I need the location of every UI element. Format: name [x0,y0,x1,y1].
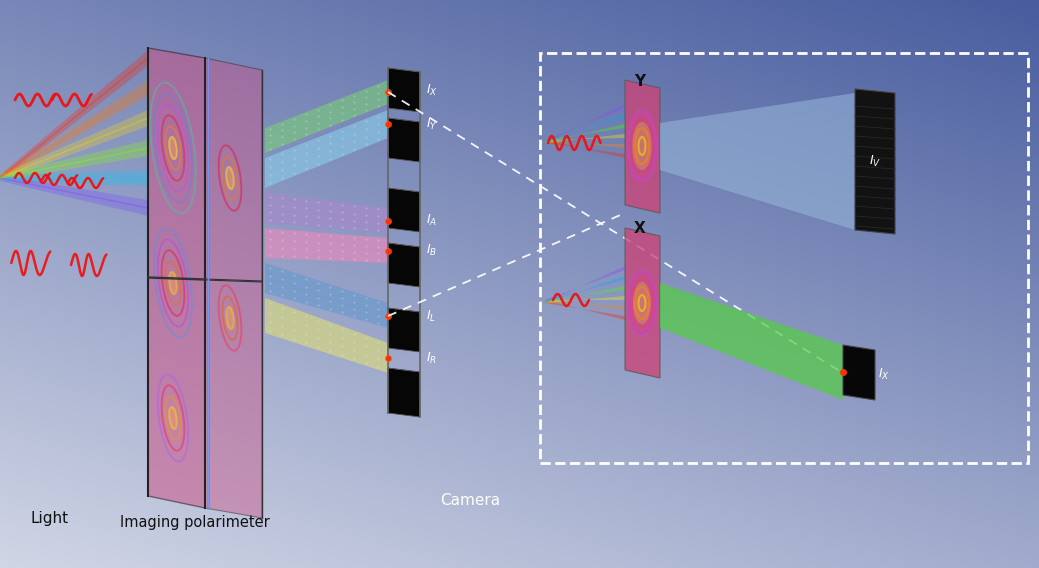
Ellipse shape [227,306,234,330]
Text: $I_Y$: $I_Y$ [426,116,437,132]
Text: $I_V$: $I_V$ [869,153,881,169]
Text: X: X [634,221,646,236]
Polygon shape [625,80,660,213]
Polygon shape [388,308,420,352]
Ellipse shape [227,166,234,190]
Polygon shape [388,368,420,417]
Polygon shape [545,276,625,303]
Polygon shape [545,140,625,158]
Ellipse shape [169,271,177,295]
Polygon shape [545,266,625,303]
Polygon shape [545,296,625,303]
Text: $I_X$: $I_X$ [878,366,889,382]
Polygon shape [660,93,855,230]
Polygon shape [0,80,148,181]
Polygon shape [545,104,625,143]
Polygon shape [265,298,388,373]
Ellipse shape [169,136,177,160]
Polygon shape [265,228,388,263]
Polygon shape [388,68,420,112]
Polygon shape [265,110,388,188]
Text: $I_R$: $I_R$ [426,350,437,366]
Ellipse shape [169,406,177,430]
Polygon shape [265,193,388,233]
Polygon shape [388,118,420,162]
Text: Camera: Camera [439,493,500,508]
Text: $I_B$: $I_B$ [426,243,437,257]
Polygon shape [855,89,895,234]
Polygon shape [843,345,875,400]
Polygon shape [205,58,262,518]
Polygon shape [625,228,660,378]
Polygon shape [545,114,625,143]
Ellipse shape [632,122,652,170]
Polygon shape [265,263,388,328]
Text: Y: Y [635,74,645,89]
Polygon shape [545,134,625,143]
Polygon shape [0,110,148,181]
Polygon shape [545,300,625,320]
Polygon shape [660,283,843,400]
Polygon shape [148,48,205,508]
Text: Light: Light [31,511,69,525]
Polygon shape [0,50,148,181]
Polygon shape [265,80,388,153]
Text: $I_X$: $I_X$ [426,82,437,98]
Polygon shape [388,243,420,287]
Polygon shape [388,188,420,232]
Polygon shape [545,124,625,143]
Bar [540,53,1028,463]
Polygon shape [545,140,625,148]
Polygon shape [545,286,625,303]
Ellipse shape [633,282,651,324]
Text: Imaging polarimeter: Imaging polarimeter [121,515,270,529]
Polygon shape [0,170,148,186]
Text: $I_L$: $I_L$ [426,308,436,324]
Polygon shape [545,300,625,310]
Polygon shape [0,140,148,181]
Text: $I_A$: $I_A$ [426,212,437,228]
Polygon shape [0,175,148,216]
